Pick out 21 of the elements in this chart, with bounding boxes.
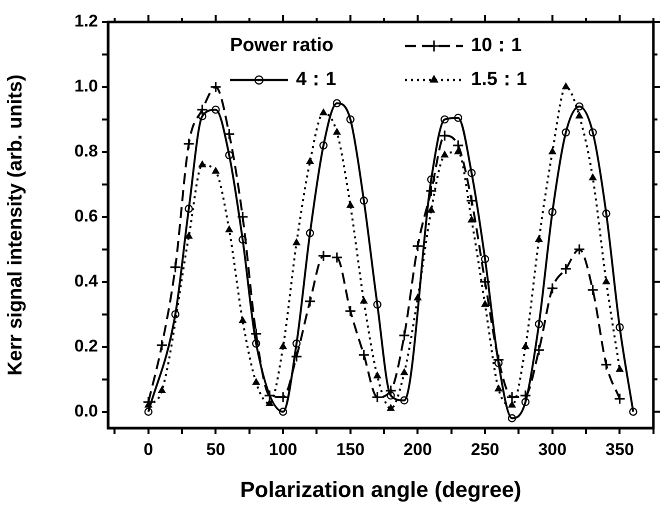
legend-label: 4：1 <box>296 69 337 90</box>
y-tick-label: 0.4 <box>74 272 99 291</box>
x-tick-label: 250 <box>470 440 500 459</box>
y-tick-label: 1.2 <box>74 12 98 31</box>
legend-label: 10：1 <box>471 35 522 56</box>
legend-label: 1.5：1 <box>471 69 528 90</box>
x-tick-label: 0 <box>144 440 154 459</box>
x-tick-label: 200 <box>404 440 432 459</box>
y-tick-label: 0.0 <box>74 401 98 420</box>
x-tick-label: 150 <box>336 440 365 459</box>
x-tick-label: 100 <box>268 440 298 459</box>
y-tick-label: 0.6 <box>74 206 98 226</box>
x-tick-label: 350 <box>606 440 634 459</box>
x-tick-label: 300 <box>538 440 567 459</box>
y-tick-label: 1.0 <box>74 76 98 96</box>
y-tick-label: 0.8 <box>74 142 98 161</box>
x-tick-label: 50 <box>206 440 226 459</box>
legend-title: Power ratio <box>230 35 334 56</box>
x-axis-title: Polarization angle (degree) <box>240 476 522 502</box>
y-axis-title: Kerr signal intensity (arb. units) <box>4 74 27 376</box>
y-tick-label: 0.2 <box>74 336 98 356</box>
